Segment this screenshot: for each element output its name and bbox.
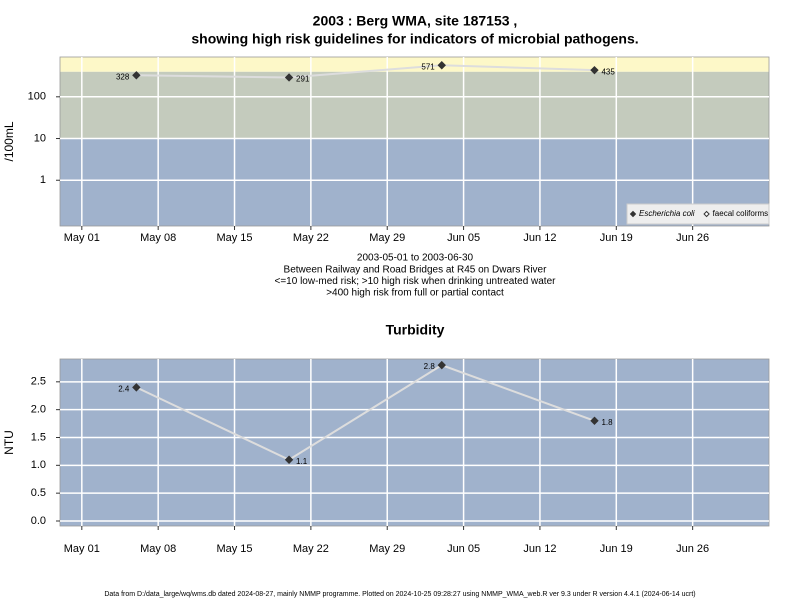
risk-band	[60, 71, 769, 139]
legend-label: faecal coliforms	[713, 209, 769, 218]
data-label: 1.1	[296, 457, 308, 466]
x-tick-label: Jun 05	[447, 543, 480, 555]
data-label: 2.4	[118, 384, 130, 393]
data-label: 2.8	[424, 362, 436, 371]
series-line	[135, 364, 595, 461]
y-tick-label: 1.0	[31, 459, 46, 471]
data-point	[284, 73, 294, 82]
legend-marker	[703, 210, 710, 218]
subtitle: <=10 low-med risk; >10 high risk when dr…	[275, 276, 557, 287]
risk-band	[60, 359, 769, 526]
data-label: 571	[421, 62, 435, 71]
x-tick-label: Jun 26	[676, 232, 709, 244]
x-tick-label: Jun 05	[447, 232, 480, 244]
y-tick-label: 2.0	[31, 404, 46, 416]
data-point	[132, 383, 141, 392]
y-tick-label: 10	[34, 132, 46, 144]
y-tick-label: 1.5	[31, 431, 46, 443]
plot-frame	[59, 56, 770, 227]
x-tick-label: Jun 19	[600, 543, 633, 555]
subtitle: Between Railway and Road Bridges at R45 …	[284, 264, 548, 275]
y-axis-label: /100mL	[2, 121, 16, 161]
data-label: 1.8	[601, 418, 613, 427]
x-tick-label: May 15	[216, 232, 252, 244]
risk-band	[60, 57, 769, 72]
y-tick-label: 0.0	[31, 515, 46, 527]
x-tick-label: May 08	[140, 232, 176, 244]
data-label: 435	[601, 67, 615, 76]
x-tick-label: May 01	[64, 232, 100, 244]
legend-marker	[629, 210, 637, 218]
x-tick-label: May 15	[216, 543, 252, 555]
chart-title: 2003 : Berg WMA, site 187153 ,	[313, 13, 518, 29]
x-tick-label: May 22	[293, 543, 329, 555]
x-tick-label: Jun 26	[676, 543, 709, 555]
y-tick-label: 2.5	[31, 376, 46, 388]
y-tick-label: 1	[40, 174, 46, 186]
y-tick-label: 0.5	[31, 487, 46, 499]
x-tick-label: May 01	[64, 543, 100, 555]
data-point	[590, 416, 599, 425]
x-tick-label: Jun 19	[600, 232, 633, 244]
x-tick-label: May 08	[140, 543, 176, 555]
data-point	[590, 65, 599, 75]
x-tick-label: May 22	[293, 232, 329, 244]
x-tick-label: May 29	[369, 232, 405, 244]
x-tick-label: Jun 12	[523, 543, 556, 555]
subtitle: 2003-05-01 to 2003-06-30	[357, 253, 474, 264]
y-axis-label: NTU	[2, 430, 16, 455]
subtitle: >400 high risk from full or partial cont…	[326, 288, 504, 299]
data-point	[132, 71, 141, 80]
data-point	[437, 61, 446, 70]
data-label: 291	[296, 75, 310, 84]
data-label: 328	[116, 72, 130, 81]
data-point	[437, 360, 446, 370]
x-tick-label: Jun 12	[523, 232, 556, 244]
x-tick-label: May 29	[369, 543, 405, 555]
series-line	[136, 64, 595, 79]
plot-frame	[59, 358, 770, 527]
data-point	[284, 455, 294, 464]
legend-box	[626, 203, 770, 225]
y-tick-label: 100	[28, 91, 46, 103]
chart-title: showing high risk guidelines for indicat…	[191, 31, 638, 47]
legend-label: Escherichia coli	[639, 209, 695, 218]
footer: Data from D:/data_large/wq/wms.db dated …	[104, 591, 695, 598]
chart-title: Turbidity	[386, 322, 445, 338]
